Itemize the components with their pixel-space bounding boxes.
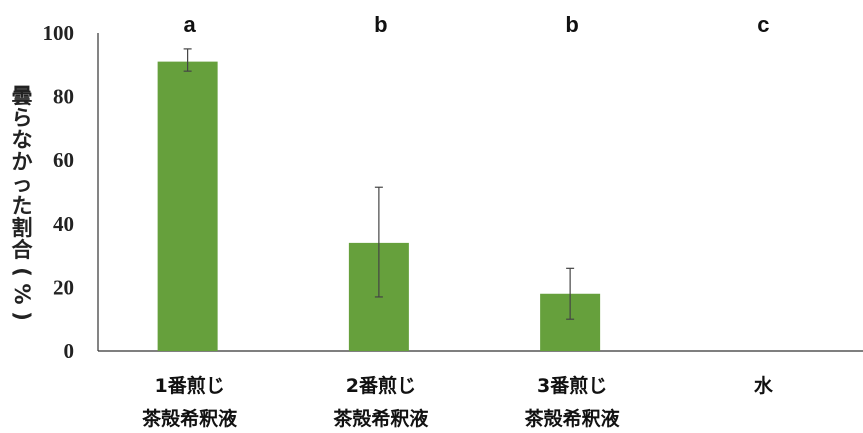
y-axis-label-char: な bbox=[12, 128, 33, 152]
y-axis-label-char: ) bbox=[10, 311, 34, 321]
y-tick-label: 0 bbox=[64, 339, 75, 363]
significance-letter: b bbox=[374, 12, 387, 37]
y-axis-label-char: 曇 bbox=[12, 84, 33, 108]
bar bbox=[157, 61, 218, 352]
category-label: 2番煎じ bbox=[346, 374, 416, 397]
significance-letter: b bbox=[565, 12, 578, 37]
y-tick-label: 60 bbox=[53, 148, 74, 172]
category-label: 3番煎じ bbox=[537, 374, 607, 397]
axes bbox=[97, 33, 863, 352]
y-axis-label-char: 合 bbox=[12, 238, 34, 262]
y-axis-label-char: 割 bbox=[12, 216, 33, 240]
category-label: 1番煎じ bbox=[155, 374, 225, 397]
y-tick-label: 80 bbox=[53, 85, 74, 109]
y-tick-label: 100 bbox=[43, 21, 75, 45]
y-axis-label-char: ( bbox=[10, 267, 34, 277]
y-axis-label-char: か bbox=[12, 150, 33, 174]
y-tick-label: 20 bbox=[53, 275, 74, 299]
category-label: 茶殻希釈液 bbox=[333, 407, 429, 430]
bars bbox=[157, 61, 601, 352]
y-axis-label-char: ら bbox=[12, 106, 33, 130]
category-label: 水 bbox=[754, 375, 774, 397]
error-bars bbox=[183, 48, 575, 320]
category-label: 茶殻希釈液 bbox=[142, 407, 238, 430]
y-axis-label-char: っ bbox=[12, 172, 33, 196]
y-axis-label-char: た bbox=[12, 194, 33, 218]
significance-letter: a bbox=[184, 12, 197, 37]
y-tick-labels: 0 20 40 60 80 100 bbox=[43, 21, 75, 363]
y-tick-label: 40 bbox=[53, 212, 74, 236]
significance-letter: c bbox=[757, 12, 769, 37]
category-label: 茶殻希釈液 bbox=[525, 407, 621, 430]
y-axis-label-char: % bbox=[10, 283, 34, 304]
